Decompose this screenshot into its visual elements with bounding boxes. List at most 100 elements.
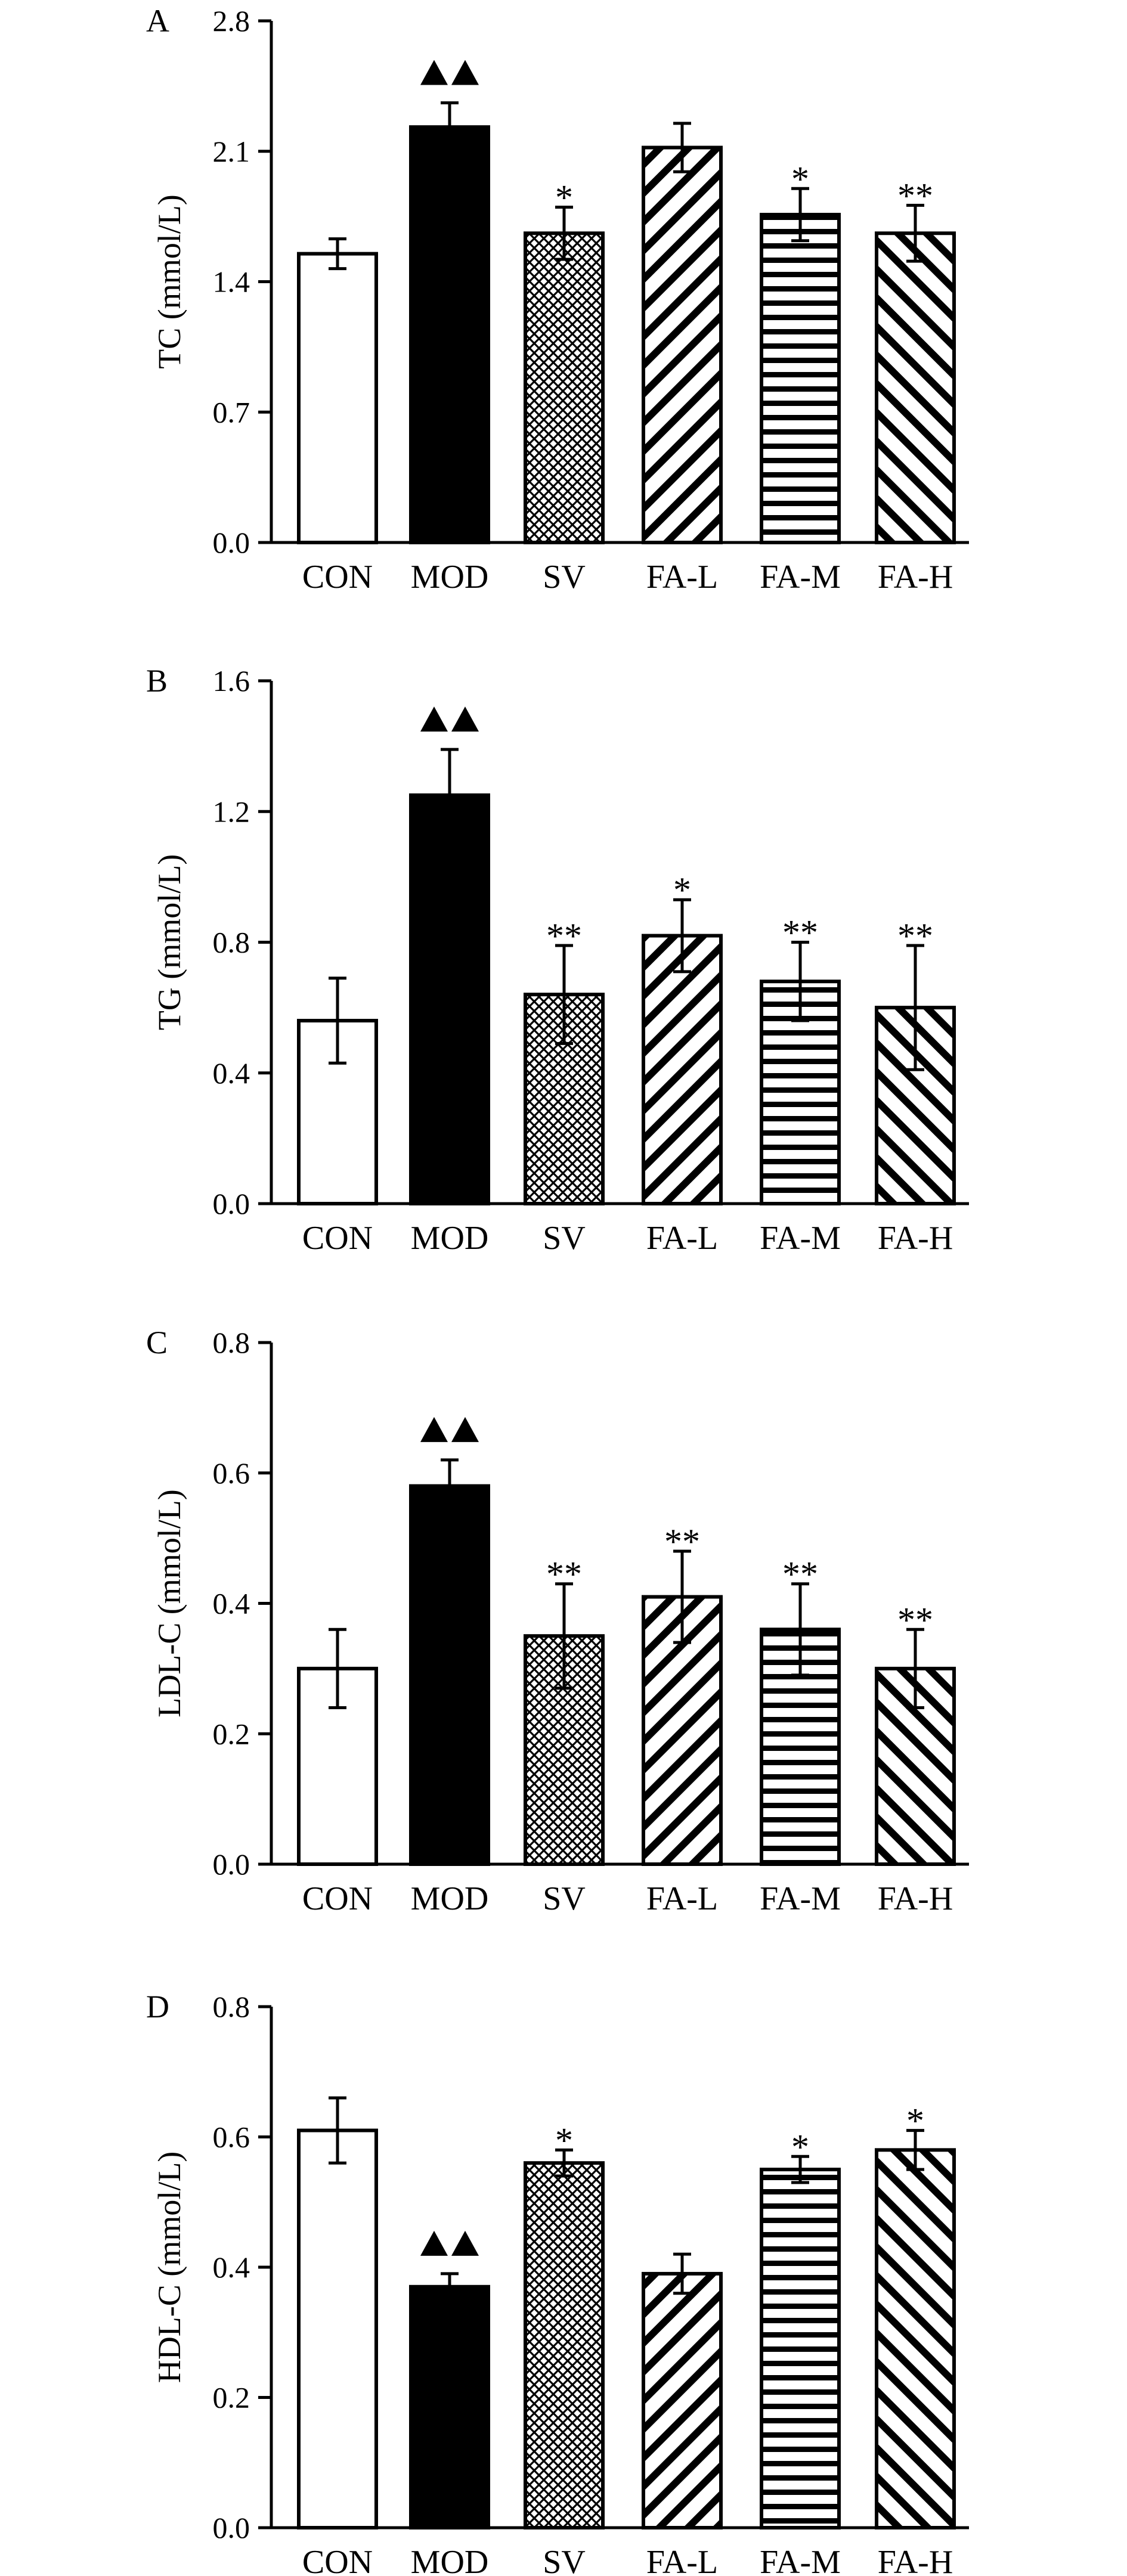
significance-label-sv: ** bbox=[546, 1555, 582, 1594]
significance-label-fa-l: * bbox=[673, 870, 691, 910]
category-label-con: CON bbox=[302, 1220, 373, 1257]
category-label-mod: MOD bbox=[411, 2544, 489, 2576]
y-tick-label: 0.4 bbox=[213, 1056, 250, 1090]
triangle-marker bbox=[420, 2230, 448, 2256]
category-label-fa-l: FA-L bbox=[646, 559, 718, 596]
bar-fa-m bbox=[760, 2168, 841, 2529]
bar-fa-h bbox=[875, 2148, 956, 2530]
significance-label: ▲▲ bbox=[450, 2255, 451, 2256]
y-tick-label: 0.6 bbox=[213, 1456, 250, 1490]
significance-label: ▲▲ bbox=[450, 731, 451, 732]
significance-triangles-mod: ▲▲ bbox=[420, 2230, 479, 2256]
panel-letter: C bbox=[146, 1325, 168, 1360]
panel-d: D HDL-C (mmol/L) 0.0 0.2 0.4 0.6 0.8 CON ▲▲ MOD * S… bbox=[146, 1989, 969, 2576]
triangle-marker bbox=[420, 706, 448, 732]
triangle-marker bbox=[451, 2230, 479, 2256]
bar-fa-l bbox=[642, 2271, 723, 2530]
category-label-fa-h: FA-H bbox=[878, 559, 953, 596]
y-tick-label: 0.4 bbox=[213, 1587, 250, 1620]
category-label-fa-l: FA-L bbox=[646, 1880, 718, 1917]
category-label-fa-m: FA-M bbox=[760, 1880, 841, 1917]
bar-con bbox=[297, 252, 378, 544]
y-tick-label: 0.7 bbox=[213, 395, 250, 429]
bar-mod bbox=[409, 2284, 490, 2529]
significance-label-sv: ** bbox=[546, 916, 582, 956]
significance-label-fa-m: * bbox=[791, 159, 809, 199]
panel-a: A TC (mmol/L) 0.0 0.7 1.4 2.1 2.8 CON ▲▲ MOD * SV FA… bbox=[146, 3, 969, 596]
category-label-fa-l: FA-L bbox=[646, 1220, 718, 1257]
y-tick-label: 0.2 bbox=[213, 2381, 250, 2414]
bar-fa-h bbox=[875, 1666, 956, 1866]
y-tick-label: 0.8 bbox=[213, 1990, 250, 2023]
bar-fa-l bbox=[642, 934, 723, 1205]
panel-letter: A bbox=[146, 3, 169, 39]
bar-mod bbox=[409, 125, 490, 544]
y-tick-label: 0.0 bbox=[213, 1847, 250, 1881]
category-label-fa-m: FA-M bbox=[760, 559, 841, 596]
triangle-marker bbox=[451, 706, 479, 732]
panel-b: B TG (mmol/L) 0.0 0.4 0.8 1.2 1.6 CON ▲▲ MOD ** SV *… bbox=[146, 663, 969, 1257]
triangle-marker bbox=[420, 1416, 448, 1442]
category-label-fa-h: FA-H bbox=[878, 2544, 953, 2576]
bar-fa-h bbox=[875, 231, 956, 544]
category-label-sv: SV bbox=[543, 1880, 586, 1917]
significance-label-fa-m: * bbox=[791, 2127, 809, 2166]
panel-letter: D bbox=[146, 1989, 169, 2025]
bar-sv bbox=[524, 231, 605, 544]
category-label-con: CON bbox=[302, 1880, 373, 1917]
triangle-marker bbox=[420, 60, 448, 85]
category-label-con: CON bbox=[302, 2544, 373, 2576]
y-tick-label: 0.4 bbox=[213, 2250, 250, 2284]
panel-c: C LDL-C (mmol/L) 0.0 0.2 0.4 0.6 0.8 CON ▲▲ MOD **… bbox=[146, 1325, 969, 1917]
bar-mod bbox=[409, 1484, 490, 1866]
significance-label-fa-m: ** bbox=[782, 1555, 818, 1594]
category-label-sv: SV bbox=[543, 559, 586, 596]
significance-label-sv: * bbox=[555, 178, 573, 218]
triangle-marker bbox=[451, 1416, 479, 1442]
significance-label-fa-h: ** bbox=[897, 1600, 933, 1639]
significance-label: ▲▲ bbox=[450, 1442, 451, 1443]
category-label-sv: SV bbox=[543, 1220, 586, 1257]
bar-fa-m bbox=[760, 213, 841, 544]
y-axis-title: TG (mmol/L) bbox=[151, 854, 187, 1030]
y-tick-label: 0.8 bbox=[213, 926, 250, 959]
significance-label-fa-h: ** bbox=[897, 916, 933, 956]
significance-label: ▲▲ bbox=[450, 85, 451, 86]
significance-triangles-mod: ▲▲ bbox=[420, 60, 479, 86]
panels: A TC (mmol/L) 0.0 0.7 1.4 2.1 2.8 CON ▲▲ MOD * SV FA… bbox=[146, 3, 969, 2576]
y-tick-label: 0.6 bbox=[213, 2121, 250, 2154]
significance-label-fa-l: ** bbox=[664, 1522, 700, 1561]
significance-label-sv: * bbox=[555, 2121, 573, 2160]
y-axis-title: TC (mmol/L) bbox=[151, 194, 187, 368]
bar-mod bbox=[409, 793, 490, 1205]
category-label-fa-h: FA-H bbox=[878, 1880, 953, 1917]
category-label-fa-m: FA-M bbox=[760, 1220, 841, 1257]
y-tick-label: 0.8 bbox=[213, 1326, 250, 1359]
y-tick-label: 2.8 bbox=[213, 4, 250, 38]
y-tick-label: 1.2 bbox=[213, 795, 250, 828]
significance-label-fa-h: * bbox=[906, 2101, 924, 2141]
bar-fa-l bbox=[642, 145, 723, 544]
category-label-fa-m: FA-M bbox=[760, 2544, 841, 2576]
bar-con bbox=[297, 2128, 378, 2529]
triangle-marker bbox=[451, 60, 479, 85]
significance-label-fa-h: ** bbox=[897, 176, 933, 215]
y-tick-label: 0.2 bbox=[213, 1717, 250, 1750]
y-tick-label: 1.4 bbox=[213, 265, 250, 299]
y-tick-label: 0.0 bbox=[213, 526, 250, 559]
category-label-sv: SV bbox=[543, 2544, 586, 2576]
y-tick-label: 1.6 bbox=[213, 664, 250, 698]
category-label-con: CON bbox=[302, 559, 373, 596]
significance-label-fa-m: ** bbox=[782, 913, 818, 953]
category-label-fa-l: FA-L bbox=[646, 2544, 718, 2576]
y-axis-title: LDL-C (mmol/L) bbox=[151, 1489, 187, 1717]
y-tick-label: 0.0 bbox=[213, 2511, 250, 2544]
y-axis-title: HDL-C (mmol/L) bbox=[151, 2152, 187, 2383]
category-label-mod: MOD bbox=[411, 1880, 489, 1917]
significance-triangles-mod: ▲▲ bbox=[420, 706, 479, 732]
significance-triangles-mod: ▲▲ bbox=[420, 1416, 479, 1443]
category-label-mod: MOD bbox=[411, 559, 489, 596]
bar-sv bbox=[524, 2161, 605, 2529]
category-label-fa-h: FA-H bbox=[878, 1220, 953, 1257]
